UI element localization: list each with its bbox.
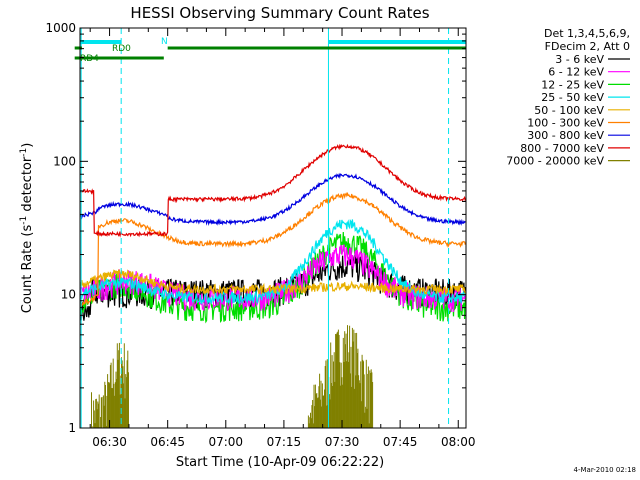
x-tick-label: 07:15 [267,435,302,449]
chart-title: HESSI Observing Summary Count Rates [130,4,429,22]
legend-header-1: Det 1,3,4,5,6,9, [544,27,630,40]
y-tick-label: 1 [68,421,76,435]
x-tick-label: 08:00 [441,435,476,449]
series-line-100-300-kev [80,191,466,307]
plot-frame [79,27,467,429]
footer-date: 4-Mar-2010 02:18 [574,466,636,474]
x-tick-label: 07:30 [325,435,360,449]
y-tick-label: 100 [53,154,76,168]
legend-label: 7000 - 20000 keV [506,155,604,168]
flag-label-rd0: RD0 [112,44,131,54]
series-line-300-800-kev [80,172,466,226]
legend-label: 25 - 50 keV [541,91,604,104]
flag-label-n: N [161,37,168,47]
legend-label: 800 - 7000 keV [520,142,604,155]
series-line-50-100-kev [80,269,466,296]
y-tick-label: 1000 [45,21,76,35]
series-line-800-7000-kev [80,143,466,238]
legend-header-2: FDecim 2, Att 0 [545,40,630,53]
x-tick-label: 06:45 [150,435,185,449]
axes: 06:30 06:45 07:00 07:15 07:30 07:45 08:00 1 10 10… [45,21,475,449]
legend-label: 300 - 800 keV [527,129,604,142]
observation-markers [80,28,450,428]
flag-label-rd4: RD4 [80,54,99,64]
y-tick-label: 10 [61,288,76,302]
x-axis-label: Start Time (10-Apr-09 06:22:22) [176,455,384,470]
series-layer [80,143,466,428]
y-axis-label: Count Rate (s-1 detector-1) [19,143,35,314]
legend: Det 1,3,4,5,6,9, FDecim 2, Att 0 3 - 6 k… [506,27,630,168]
legend-label: 6 - 12 keV [548,66,604,79]
legend-label: 12 - 25 keV [541,78,604,91]
x-tick-label: 06:30 [92,435,127,449]
legend-label: 100 - 300 keV [527,117,604,130]
legend-label: 50 - 100 keV [534,104,604,117]
flag-bars: RD0 RD4 N [74,37,466,64]
legend-label: 3 - 6 keV [555,53,604,66]
x-tick-label: 07:45 [383,435,418,449]
x-tick-label: 07:00 [208,435,243,449]
